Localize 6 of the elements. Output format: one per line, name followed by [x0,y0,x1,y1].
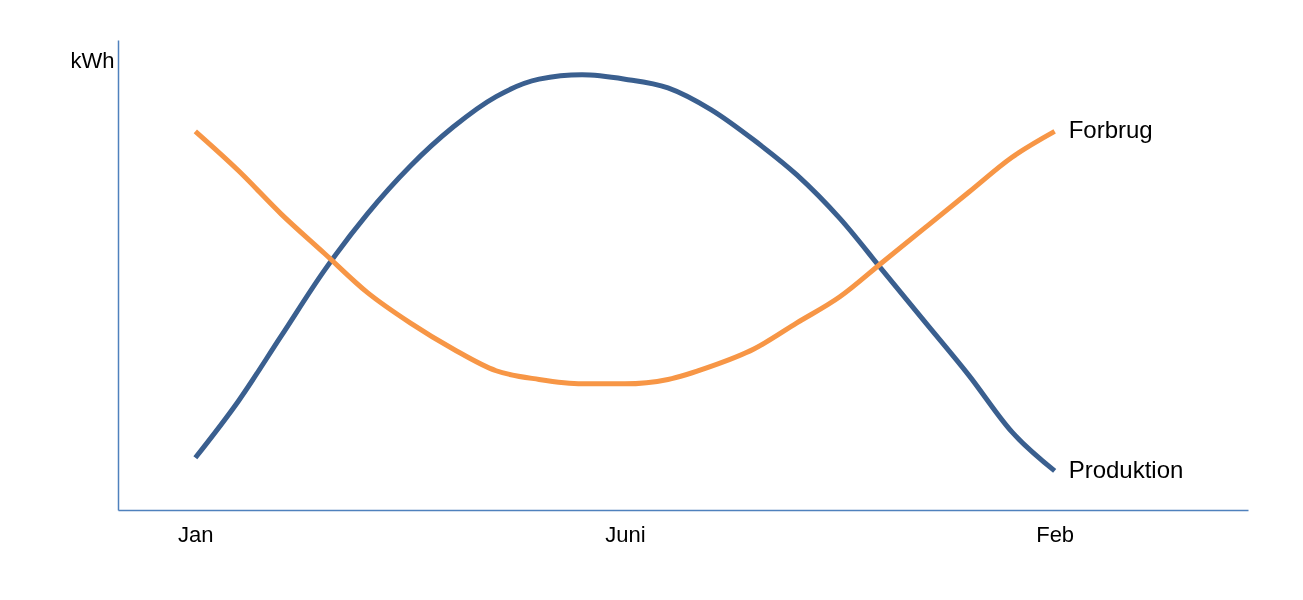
x-tick-label: Juni [605,521,646,547]
x-tick-label: Feb [1036,521,1075,547]
y-axis-title: kWh [70,47,115,73]
series-label: Produktion [1068,455,1184,483]
series-label: Forbrug [1068,116,1153,144]
x-tick-label: Jan [178,521,214,547]
